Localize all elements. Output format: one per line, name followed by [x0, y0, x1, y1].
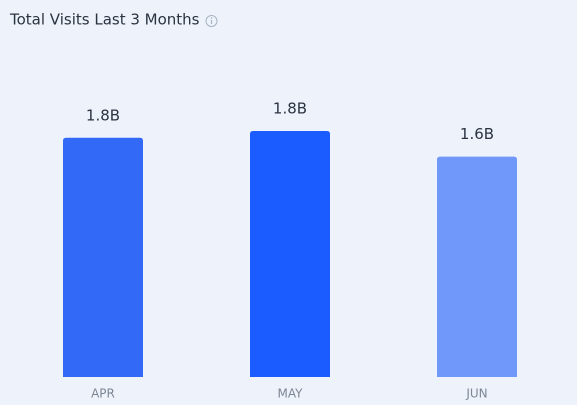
info-dot — [210, 17, 213, 19]
x-tick-label: JUN — [465, 387, 487, 401]
value-label: 1.8B — [86, 106, 120, 124]
x-tick-label: APR — [91, 387, 115, 401]
info-circle — [205, 15, 218, 27]
value-label: 1.6B — [460, 125, 494, 143]
bar — [250, 131, 330, 377]
info-icon[interactable] — [205, 15, 218, 27]
bar — [437, 156, 517, 377]
chart-title: Total Visits Last 3 Months — [9, 11, 200, 29]
value-label: 1.8B — [273, 100, 307, 118]
bar — [63, 137, 143, 377]
x-tick-label: MAY — [278, 387, 304, 401]
